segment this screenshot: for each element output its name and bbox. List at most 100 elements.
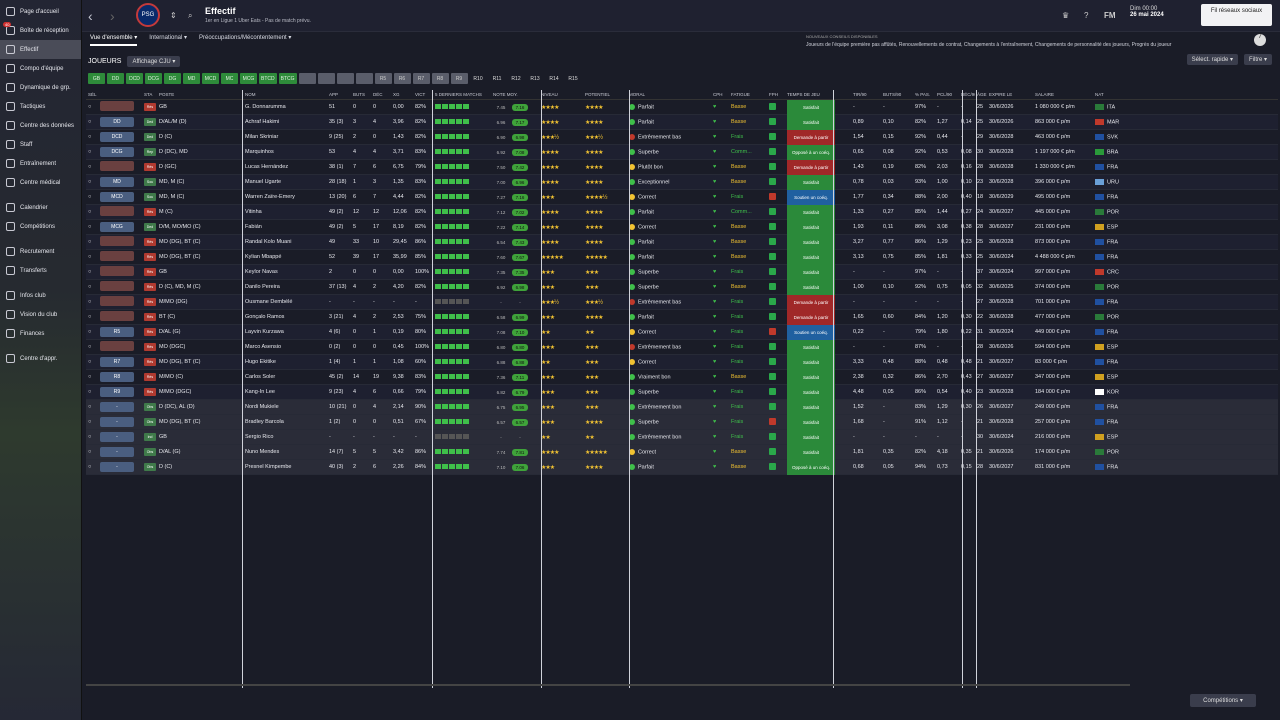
column-header[interactable]: BUTS/90 (883, 92, 902, 97)
tactic-select[interactable] (100, 251, 134, 261)
playing-time-badge[interactable]: Satisfait (787, 444, 835, 460)
tactic-select[interactable] (100, 311, 134, 321)
search-icon[interactable]: ⌕ (188, 11, 193, 20)
tactic-cell[interactable]: - (98, 432, 142, 442)
table-row[interactable]: ○ - Obs D/AL (G) Nuno Mendes 14 (7) 5 5 3,42 86% 7… (86, 444, 1278, 460)
tactic-cell[interactable] (98, 266, 142, 278)
tactic-cell[interactable] (98, 251, 142, 263)
tactic-select[interactable]: MD (100, 177, 134, 187)
column-header[interactable]: STA (144, 92, 153, 97)
player-name[interactable]: Presnel Kimpembe (245, 464, 292, 470)
position-filter[interactable]: BTCG (278, 73, 297, 84)
table-row[interactable]: ○ DD Ded D/AL/M (D) Achraf Hakimi 35 (3) 3 4 3,9… (86, 114, 1278, 130)
sidebar-item[interactable]: Dynamique de grp. (0, 78, 81, 97)
position-filter[interactable]: MCG (240, 73, 257, 84)
select-cell[interactable]: ○ (88, 104, 92, 110)
tactic-cell[interactable] (98, 161, 142, 173)
playing-time-badge[interactable]: Satisfait (787, 384, 835, 400)
tactic-select[interactable]: R7 (100, 357, 134, 367)
player-name[interactable]: Kang-In Lee (245, 389, 275, 395)
column-header[interactable]: POSTE (159, 92, 175, 97)
sidebar-item[interactable]: Centre des données (0, 116, 81, 135)
select-cell[interactable]: ○ (88, 329, 92, 335)
player-name[interactable]: Nordi Mukiele (245, 404, 279, 410)
sidebar-item[interactable]: Effectif (0, 40, 81, 59)
table-row[interactable]: ○ Rés GB Keylor Navas 2 0 0 0,00 100% 7.35 7.35 ★★★… (86, 264, 1278, 280)
tactic-select[interactable]: R9 (100, 387, 134, 397)
tactic-cell[interactable]: DCG (98, 147, 142, 157)
forward-icon[interactable]: › (110, 8, 115, 24)
select-cell[interactable]: ○ (88, 299, 92, 305)
tactic-select[interactable]: DCD (100, 132, 134, 142)
table-row[interactable]: ○ R9 Rés M/MO (DGC) Kang-In Lee 9 (23) 4 6 0,66 7… (86, 384, 1278, 400)
tactic-cell[interactable]: - (98, 462, 142, 472)
tactic-select[interactable] (100, 161, 134, 171)
position-filter[interactable]: GB (88, 73, 105, 84)
table-row[interactable]: ○ Rés MO (DG), BT (C) Kylian Mbappé 52 39 17 35… (86, 249, 1278, 265)
table-row[interactable]: ○ R8 Rés M/MO (C) Carlos Soler 45 (2) 14 19 9,38… (86, 369, 1278, 385)
table-row[interactable]: ○ MCG Ded D/M, MO/MO (C) Fabián 49 (2) 5 17 8,19… (86, 219, 1278, 235)
table-row[interactable]: ○ - Obs MO (DG), BT (C) Bradley Barcola 1 (2)… (86, 414, 1278, 430)
player-name[interactable]: Manuel Ugarte (245, 179, 282, 185)
select-cell[interactable]: ○ (88, 374, 92, 380)
tactic-cell[interactable]: DCD (98, 132, 142, 142)
table-row[interactable]: ○ Rés GB G. Donnarumma 51 0 0 0,00 82% 7.45 7.16 ★★… (86, 99, 1278, 115)
table-row[interactable]: ○ Rés D (GC) Lucas Hernández 38 (1) 7 6 6,75 79%… (86, 159, 1278, 175)
table-row[interactable]: ○ MD Sou MD, M (C) Manuel Ugarte 28 (18) 1 3 1,3… (86, 174, 1278, 190)
position-filter[interactable]: MCD (202, 73, 219, 84)
tactic-select[interactable] (100, 341, 134, 351)
select-cell[interactable]: ○ (88, 464, 92, 470)
tactic-cell[interactable]: - (98, 447, 142, 457)
back-icon[interactable]: ‹ (88, 8, 93, 24)
position-filter[interactable]: R14 (549, 75, 559, 82)
select-cell[interactable]: ○ (88, 434, 92, 440)
tactic-cell[interactable]: R8 (98, 372, 142, 382)
table-row[interactable]: ○ - Ind GB Sergio Rico - - - - - - - ★★ ★★ Extrêmement… (86, 429, 1278, 445)
table-row[interactable]: ○ Rés M/MO (DG) Ousmane Dembélé - - - - - - - ★★★½ ★… (86, 294, 1278, 310)
player-name[interactable]: Randal Kolo Muani (245, 239, 292, 245)
sidebar-item[interactable]: Recrutement (0, 242, 81, 261)
tactic-cell[interactable] (98, 311, 142, 323)
playing-time-badge[interactable]: Satisfait (787, 249, 835, 265)
column-header[interactable]: NOM (245, 92, 256, 97)
horizontal-scrollbar[interactable] (86, 684, 1130, 686)
position-filter[interactable]: R11 (492, 75, 502, 82)
playing-time-badge[interactable]: Satisfait (787, 354, 835, 370)
filter-button[interactable]: Filtre ▾ (1243, 54, 1272, 65)
position-filter[interactable]: R13 (530, 75, 540, 82)
position-filter[interactable]: R6 (393, 73, 411, 84)
tactic-cell[interactable]: R9 (98, 387, 142, 397)
updown-icon[interactable]: ⇕ (170, 11, 177, 20)
player-name[interactable]: Sergio Rico (245, 434, 274, 440)
help-icon[interactable]: ? (1084, 11, 1089, 20)
table-row[interactable]: ○ Rés D (C), MD, M (C) Danilo Pereira 37 (13… (86, 279, 1278, 295)
playing-time-badge[interactable]: Satisfait (787, 99, 835, 115)
column-header[interactable]: DÉC/90 (961, 92, 975, 97)
tactic-select[interactable] (100, 236, 134, 246)
position-filter[interactable]: DCG (145, 73, 162, 84)
select-cell[interactable]: ○ (88, 164, 92, 170)
select-cell[interactable]: ○ (88, 179, 92, 185)
tab[interactable]: International ▾ (149, 35, 187, 41)
tactic-cell[interactable]: MCG (98, 222, 142, 232)
sidebar-item[interactable]: Entraînement (0, 154, 81, 173)
playing-time-badge[interactable]: Satisfait (787, 234, 835, 250)
column-header[interactable]: FATIGUE (731, 92, 750, 97)
trophy-icon[interactable]: ♛ (1062, 11, 1070, 20)
column-header[interactable]: MORAL (629, 92, 646, 97)
select-cell[interactable]: ○ (88, 449, 92, 455)
column-header[interactable]: NOTE MOY. (493, 92, 518, 97)
playing-time-badge[interactable]: Satisfait (787, 369, 835, 385)
news-panel[interactable]: NOUVEAUX CONSEILS DISPONIBLES Joueurs de … (806, 33, 1246, 49)
column-header[interactable]: % PAS. (915, 92, 931, 97)
player-name[interactable]: Achraf Hakimi (245, 119, 280, 125)
column-header[interactable]: BUTS (353, 92, 366, 97)
tactic-select[interactable]: - (100, 417, 134, 427)
fm-icon[interactable]: FM (1104, 11, 1116, 20)
playing-time-badge[interactable]: Opposé à un coéq. (787, 144, 835, 160)
player-name[interactable]: Vitinha (245, 209, 262, 215)
position-filter[interactable] (317, 73, 335, 84)
table-row[interactable]: ○ R5 Rés D/AL (G) Layvin Kurzawa 4 (6) 0 1 0,19 8… (86, 324, 1278, 340)
sidebar-item[interactable]: Page d'accueil (0, 2, 81, 21)
position-filter[interactable]: BTCD (259, 73, 277, 84)
